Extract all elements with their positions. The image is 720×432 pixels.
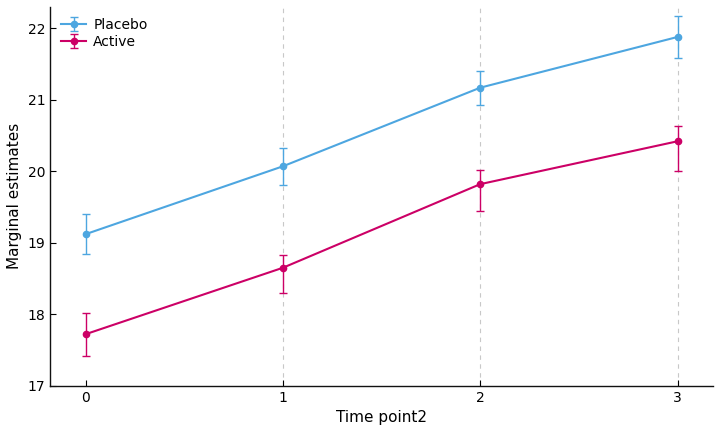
Legend: Placebo, Active: Placebo, Active xyxy=(57,14,152,53)
X-axis label: Time point2: Time point2 xyxy=(336,410,427,425)
Y-axis label: Marginal estimates: Marginal estimates xyxy=(7,123,22,270)
